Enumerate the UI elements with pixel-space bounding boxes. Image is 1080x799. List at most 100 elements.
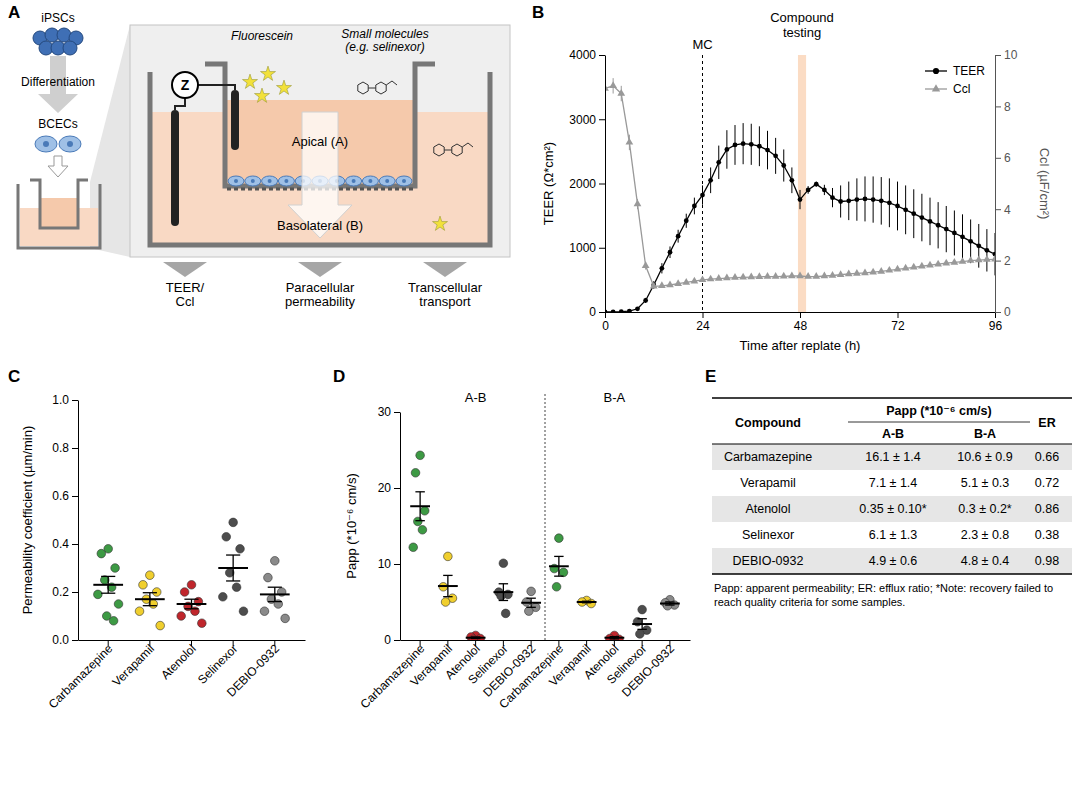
nucleus-icon <box>385 179 389 183</box>
marker <box>967 256 975 263</box>
tick-label: 10 <box>1004 48 1018 62</box>
tick-mark <box>703 312 704 318</box>
star-icon <box>432 216 447 230</box>
figure-root: AiPSCsDifferentiationBCECsZFluoresceinSm… <box>0 0 1080 799</box>
axis-line <box>400 413 401 641</box>
tick-label: Verapamil <box>109 642 157 690</box>
marker <box>796 272 804 279</box>
medium <box>41 198 77 227</box>
tick-mark <box>995 158 1001 159</box>
table-cell: 4.9 ± 0.6 <box>869 554 918 568</box>
data-point <box>232 583 241 592</box>
output-arrow <box>423 262 467 277</box>
text-line: (e.g. selinexor) <box>345 40 424 54</box>
marker <box>781 163 786 168</box>
error-bar <box>503 584 504 601</box>
error-cap <box>226 554 240 555</box>
data-point <box>198 619 207 628</box>
tick-mark <box>995 55 1001 56</box>
star-icon <box>260 66 275 80</box>
tick-mark <box>72 448 78 449</box>
data-point <box>156 621 165 630</box>
label: BCECs <box>38 117 77 131</box>
error-cap <box>526 598 535 599</box>
x-axis: 024487296 <box>602 312 1002 333</box>
marker <box>983 255 991 262</box>
table-cell: 5.1 ± 0.3 <box>961 476 1010 490</box>
cell-icon <box>396 176 412 186</box>
table-rule <box>712 397 1072 399</box>
panel-letter: A <box>8 3 20 22</box>
axis-title: Ccl (µF/cm²) <box>1037 148 1052 220</box>
error-bar <box>233 555 234 581</box>
marker <box>886 266 894 273</box>
plot-area <box>93 518 289 630</box>
tick-label: 0 <box>1004 305 1011 319</box>
marker <box>635 306 640 311</box>
error-cap <box>226 580 240 581</box>
tick: 30 <box>378 405 400 419</box>
data-point <box>418 526 427 535</box>
data-point <box>260 607 269 616</box>
marker <box>877 267 885 274</box>
nucleus-icon <box>67 141 73 147</box>
data-point <box>527 587 536 596</box>
marker <box>716 160 721 165</box>
series-line <box>605 144 995 312</box>
mean-line <box>660 603 680 605</box>
error-cap <box>143 605 157 606</box>
output-arrow <box>298 262 342 277</box>
panel-a: AiPSCsDifferentiationBCECsZFluoresceinSm… <box>8 3 510 309</box>
tick: 1.0 <box>52 393 78 407</box>
annotation: MC <box>692 37 712 52</box>
y-axis: 0.00.20.40.60.81.0 <box>52 393 78 647</box>
table-rule <box>848 422 1030 423</box>
label: Transcellulartransport <box>408 280 483 309</box>
marker <box>911 211 916 216</box>
marker <box>739 273 747 280</box>
tick-label: 0.4 <box>52 537 69 551</box>
x-axis: CarbamazepineVerapamilAtenololSelinexorD… <box>358 640 691 711</box>
label: Paracellularpermeability <box>285 280 356 309</box>
table-rule <box>712 573 1072 575</box>
table-cell: Atenolol <box>745 502 790 516</box>
tick: 0.2 <box>52 585 78 599</box>
tick-label: 0 <box>384 633 391 647</box>
cell-icon <box>59 136 81 152</box>
molecule-icon <box>358 82 368 94</box>
table-cell: Verapamil <box>740 476 796 490</box>
x-axis: CarbamazepineVerapamilAtenololSelinexorD… <box>46 640 306 711</box>
error-bar <box>108 576 109 593</box>
marker <box>650 282 658 289</box>
tick: 8 <box>995 100 1011 114</box>
data-point <box>114 600 123 609</box>
data-point <box>559 568 568 577</box>
error-cap <box>443 575 452 576</box>
tick-mark <box>72 496 78 497</box>
tick-label: 4000 <box>569 48 596 62</box>
molecule-icon <box>434 144 444 156</box>
marker <box>733 143 738 148</box>
tick: 48 <box>794 312 808 333</box>
error-cap <box>526 607 535 608</box>
data-point <box>222 533 231 542</box>
tick-label: 4 <box>1004 203 1011 217</box>
error-cap <box>143 592 157 593</box>
tick: 10 <box>995 48 1018 62</box>
well <box>18 184 100 248</box>
data-point <box>281 614 290 623</box>
marker <box>822 188 827 193</box>
data-point <box>552 583 561 592</box>
tick-mark <box>72 640 78 641</box>
error-cap <box>665 601 674 602</box>
data-point <box>236 545 245 554</box>
data-point <box>414 517 423 526</box>
data-point <box>219 593 228 602</box>
legend-swatch <box>932 84 940 91</box>
marker <box>700 193 705 198</box>
tick-mark <box>394 640 400 641</box>
tick: Carbamazepine <box>46 640 116 711</box>
marker <box>942 259 950 266</box>
marker <box>798 197 803 202</box>
marker <box>895 204 900 209</box>
